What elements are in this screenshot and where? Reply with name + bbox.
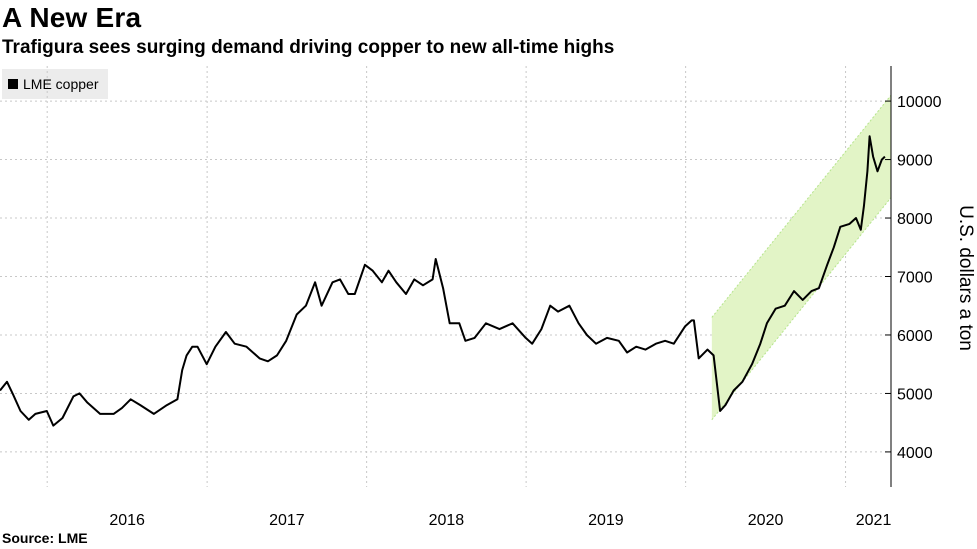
x-tick-label-2018: 2018 <box>429 512 465 529</box>
y-tick-label-9000: 9000 <box>897 153 933 170</box>
chart-subtitle: Trafigura sees surging demand driving co… <box>2 37 615 58</box>
chart-title: A New Era <box>2 2 142 33</box>
x-tick-label-2019: 2019 <box>588 512 624 529</box>
trend-channel-lower-edge <box>711 197 892 421</box>
trend-channel <box>711 95 891 420</box>
source-note: Source: LME <box>2 530 88 546</box>
legend-label-lme-copper: LME copper <box>23 76 99 92</box>
y-tick-label-4000: 4000 <box>897 445 933 462</box>
y-tick-label-6000: 6000 <box>897 328 933 345</box>
y-axis-label: U.S. dollars a ton <box>955 205 976 351</box>
x-tick-label-2020: 2020 <box>748 512 784 529</box>
legend: LME copper <box>2 69 109 99</box>
y-tick-label-7000: 7000 <box>897 270 933 287</box>
y-tick-label-10000: 10000 <box>897 94 942 111</box>
x-tick-label-2016: 2016 <box>109 512 145 529</box>
trend-channel-upper-edge <box>711 94 892 318</box>
y-tick-label-5000: 5000 <box>897 386 933 403</box>
series-line-lme-copper <box>0 135 886 427</box>
x-tick-label-2017: 2017 <box>269 512 305 529</box>
x-tick-label-2021: 2021 <box>856 512 892 529</box>
legend-swatch-lme-copper <box>8 79 18 89</box>
y-tick-label-8000: 8000 <box>897 211 933 228</box>
